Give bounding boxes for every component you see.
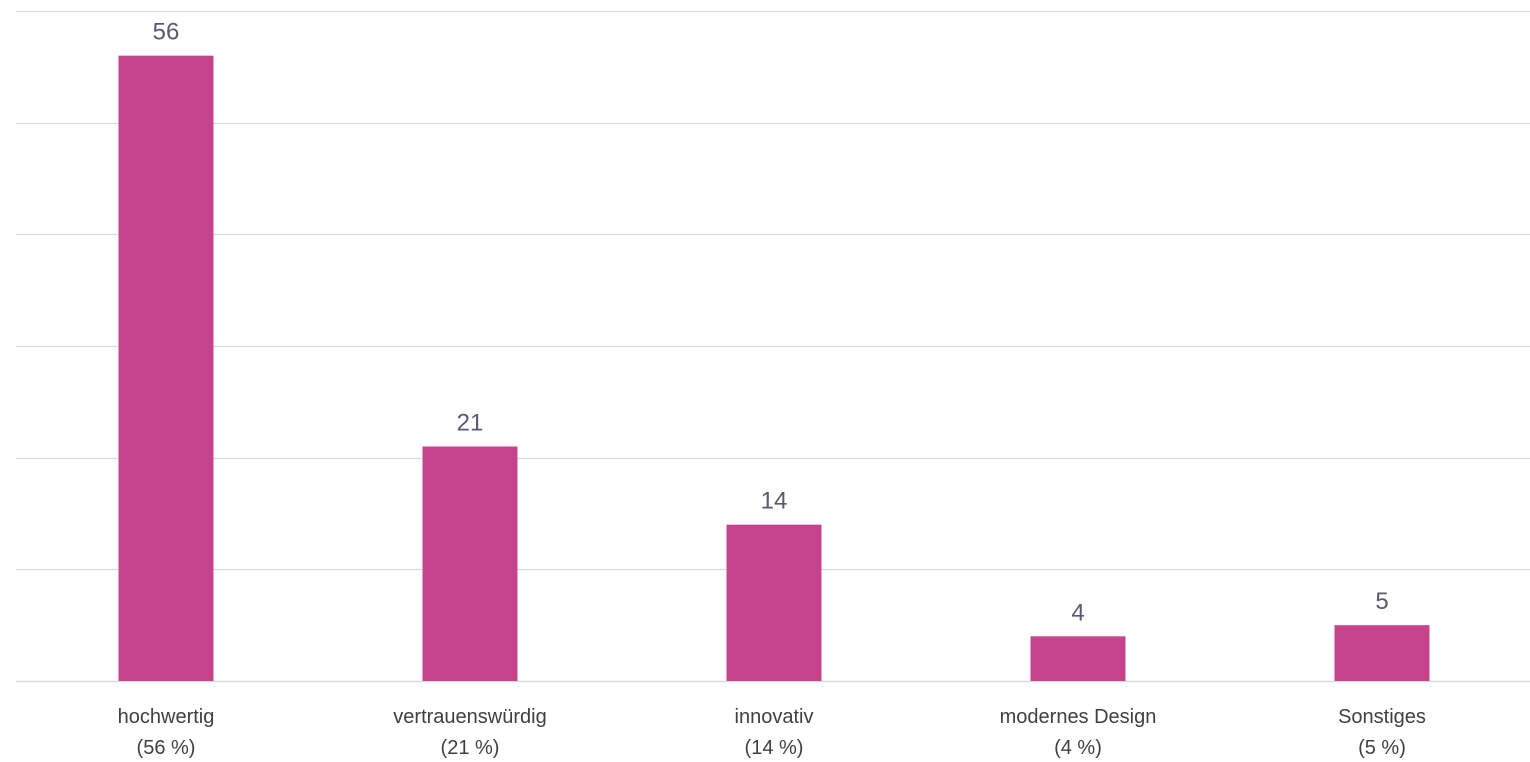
data-label: 21 <box>457 410 484 437</box>
bar <box>422 446 518 681</box>
category-label: modernes Design <box>1000 706 1157 728</box>
category-label: innovativ <box>735 706 814 728</box>
data-label: 4 <box>1071 599 1084 626</box>
data-label: 14 <box>761 488 788 515</box>
category-percent-label: (21 %) <box>441 737 500 759</box>
category-label: vertrauenswürdig <box>393 706 546 728</box>
category-label: Sonstiges <box>1338 706 1426 728</box>
bar <box>726 524 822 681</box>
category-percent-label: (56 %) <box>137 737 196 759</box>
bar <box>118 55 214 681</box>
category-labels: hochwertig (56 %) vertrauenswürdig (21 %) in… <box>118 706 1426 759</box>
category-percent-label: (14 %) <box>745 737 804 759</box>
category-percent-label: (4 %) <box>1054 737 1102 759</box>
value-labels: 56 21 14 4 5 <box>153 19 1389 627</box>
bars <box>118 55 1430 681</box>
data-label: 5 <box>1375 588 1388 615</box>
category-label: hochwertig <box>118 706 215 728</box>
data-label: 56 <box>153 19 180 46</box>
category-percent-label: (5 %) <box>1358 737 1406 759</box>
bar <box>1334 625 1430 681</box>
gridlines <box>16 10 1530 683</box>
bar <box>1030 636 1126 681</box>
